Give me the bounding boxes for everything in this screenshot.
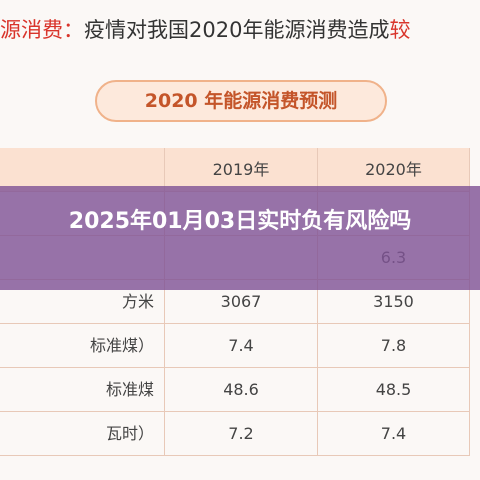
cell: 7.4 — [318, 412, 470, 456]
cell: 7.2 — [165, 412, 318, 456]
pill-title: 2020 年能源消费预测 — [95, 80, 387, 122]
cell: 3067 — [165, 280, 318, 324]
cell: 方米 — [0, 280, 165, 324]
cell: 7.8 — [318, 324, 470, 368]
cell: 7.4 — [165, 324, 318, 368]
header-cell: 2019年 — [165, 148, 318, 192]
header-part: 疫情对我国2020年能源消费造成 — [84, 18, 390, 42]
cell: 3150 — [318, 280, 470, 324]
cell: 标准煤 — [0, 368, 165, 412]
header-part: 较 — [389, 18, 411, 42]
header-cell — [0, 148, 165, 192]
overlay-title: 2025年01月03日实时负有风险吗 — [0, 186, 480, 290]
cell: 48.6 — [165, 368, 318, 412]
header: 源消费：疫情对我国2020年能源消费造成较 — [0, 14, 480, 44]
cell: 标准煤） — [0, 324, 165, 368]
header-part: 源消费： — [0, 18, 84, 42]
cell: 瓦时） — [0, 412, 165, 456]
cell: 48.5 — [318, 368, 470, 412]
